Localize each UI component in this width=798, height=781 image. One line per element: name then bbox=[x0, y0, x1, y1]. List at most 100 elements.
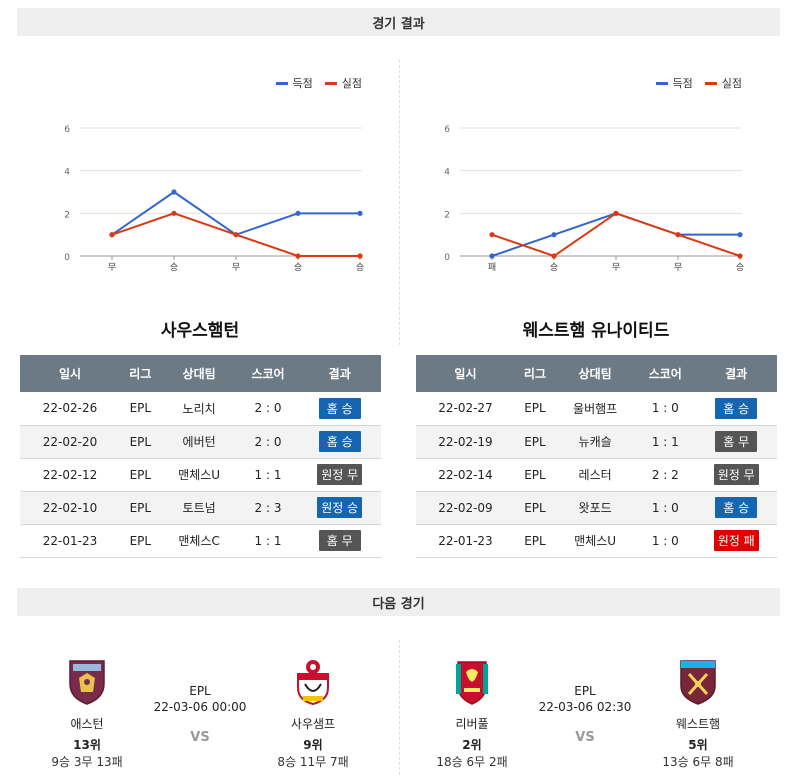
data-point bbox=[489, 232, 495, 238]
cell-opponent: 에버턴 bbox=[160, 425, 238, 459]
legend-conceded: 실점 bbox=[324, 75, 362, 91]
match-league: EPL bbox=[189, 684, 211, 698]
table-row: 22-02-09 EPL 왓포드 1 : 0 홈 승 bbox=[416, 491, 777, 525]
home-team[interactable]: 애스턴 13위 9승 3무 13패 bbox=[32, 658, 142, 770]
data-point bbox=[551, 253, 557, 259]
y-tick-label: 6 bbox=[444, 125, 450, 135]
away-team[interactable]: 사우샘프 9위 8승 11무 7패 bbox=[258, 658, 368, 770]
result-badge: 홈 승 bbox=[318, 397, 361, 419]
table-header-row: 일시 리그 상대팀 스코어 결과 bbox=[20, 355, 381, 392]
cell-league: EPL bbox=[514, 491, 556, 525]
cell-score: 1 : 1 bbox=[237, 524, 299, 558]
y-tick-label: 2 bbox=[64, 210, 70, 220]
cell-league: EPL bbox=[514, 524, 556, 558]
cell-opponent: 맨체스U bbox=[160, 458, 238, 492]
cell-result: 원정 무 bbox=[298, 458, 381, 492]
header-date: 일시 bbox=[20, 355, 121, 392]
cell-date: 22-02-26 bbox=[20, 392, 121, 426]
southampton-results-chart: 0 2 4 6 무 승 무 승 승 득점 실점 bbox=[20, 60, 380, 290]
header-result: 결과 bbox=[695, 355, 777, 392]
team-rank: 13위 bbox=[73, 738, 101, 752]
team-title-westham: 웨스트햄 유나이티드 bbox=[522, 321, 670, 341]
cell-result: 원정 패 bbox=[695, 524, 777, 558]
x-tick-label: 승 bbox=[550, 262, 558, 273]
legend-label-scored: 득점 bbox=[292, 77, 313, 90]
legend-label-scored: 득점 bbox=[672, 77, 693, 90]
result-badge: 홈 무 bbox=[318, 530, 361, 551]
table-row: 22-01-23 EPL 맨체스C 1 : 1 홈 무 bbox=[20, 524, 381, 558]
table-header-row: 일시 리그 상대팀 스코어 결과 bbox=[416, 355, 777, 392]
cell-opponent: 맨체스U bbox=[555, 524, 636, 558]
data-point bbox=[233, 232, 239, 238]
team-title-southampton: 사우스햄턴 bbox=[160, 321, 240, 341]
x-tick-label: 무 bbox=[612, 262, 620, 273]
cell-opponent: 맨체스C bbox=[160, 524, 238, 558]
data-point bbox=[357, 210, 363, 216]
result-badge: 원정 무 bbox=[317, 464, 363, 485]
section-divider bbox=[399, 60, 400, 345]
match-info: EPL 22-03-06 00:00 bbox=[138, 684, 262, 714]
data-point bbox=[171, 210, 177, 216]
cell-result: 홈 무 bbox=[695, 425, 777, 459]
team-record: 9승 3무 13패 bbox=[51, 755, 123, 769]
y-tick-label: 2 bbox=[444, 210, 450, 220]
results-section-header: 경기 결과 bbox=[17, 8, 780, 36]
next-match-section-header: 다음 경기 bbox=[17, 588, 780, 616]
cell-score: 2 : 0 bbox=[237, 392, 299, 426]
home-team[interactable]: 리버풀 2위 18승 6무 2패 bbox=[417, 658, 527, 770]
data-point bbox=[295, 210, 301, 216]
x-tick-label: 무 bbox=[232, 262, 240, 273]
data-point bbox=[551, 232, 557, 238]
legend-scored: 득점 bbox=[275, 75, 313, 91]
result-badge: 홈 승 bbox=[715, 397, 758, 419]
cell-score: 1 : 1 bbox=[635, 425, 696, 459]
cell-date: 22-02-19 bbox=[416, 425, 515, 459]
away-team[interactable]: 웨스트햄 5위 13승 6무 8패 bbox=[643, 658, 753, 770]
cell-league: EPL bbox=[120, 425, 161, 459]
cell-league: EPL bbox=[120, 458, 161, 492]
cell-league: EPL bbox=[514, 392, 556, 426]
result-badge: 원정 패 bbox=[713, 530, 759, 551]
x-tick-label: 패 bbox=[488, 262, 496, 273]
cell-result: 홈 승 bbox=[695, 491, 777, 525]
table-row: 22-02-10 EPL 토트넘 2 : 3 원정 승 bbox=[20, 491, 381, 525]
header-opponent: 상대팀 bbox=[160, 355, 238, 392]
y-tick-label: 6 bbox=[64, 125, 70, 135]
cell-date: 22-02-09 bbox=[416, 491, 515, 525]
data-point bbox=[737, 253, 743, 259]
cell-opponent: 토트넘 bbox=[160, 491, 238, 525]
cell-result: 원정 승 bbox=[298, 491, 381, 525]
data-point bbox=[613, 210, 619, 216]
legend-swatch-scored bbox=[655, 81, 668, 85]
table-row: 22-02-27 EPL 울버햄프 1 : 0 홈 승 bbox=[416, 392, 777, 426]
cell-date: 22-02-20 bbox=[20, 425, 121, 459]
west-ham-crest-icon bbox=[680, 660, 716, 705]
next-match-card: 애스턴 13위 9승 3무 13패 EPL 22-03-06 00:00 VS … bbox=[20, 650, 380, 770]
x-tick-label: 승 bbox=[294, 262, 302, 273]
chart-svg: 0 2 4 6 패 승 무 무 승 bbox=[444, 125, 744, 273]
cell-league: EPL bbox=[514, 458, 556, 492]
x-tick-label: 무 bbox=[108, 262, 116, 273]
cell-score: 1 : 0 bbox=[635, 524, 696, 558]
cell-score: 1 : 1 bbox=[237, 458, 299, 492]
cell-score: 2 : 0 bbox=[237, 425, 299, 459]
vs-label: VS bbox=[575, 730, 595, 745]
match-league: EPL bbox=[574, 684, 596, 698]
x-tick-label: 무 bbox=[674, 262, 682, 273]
data-point bbox=[171, 189, 177, 195]
data-point bbox=[675, 232, 681, 238]
table-row: 22-02-20 EPL 에버턴 2 : 0 홈 승 bbox=[20, 425, 381, 459]
results-section-title: 경기 결과 bbox=[372, 16, 425, 32]
chart-legend: 득점 실점 bbox=[655, 75, 742, 91]
result-badge: 원정 무 bbox=[713, 464, 759, 485]
team-record: 18승 6무 2패 bbox=[436, 755, 508, 769]
match-datetime: 22-03-06 02:30 bbox=[538, 700, 632, 714]
series-line bbox=[491, 212, 740, 257]
y-tick-label: 0 bbox=[64, 253, 70, 263]
section-divider bbox=[399, 640, 400, 775]
header-date: 일시 bbox=[416, 355, 515, 392]
cell-opponent: 뉴캐슬 bbox=[555, 425, 636, 459]
cell-league: EPL bbox=[514, 425, 556, 459]
